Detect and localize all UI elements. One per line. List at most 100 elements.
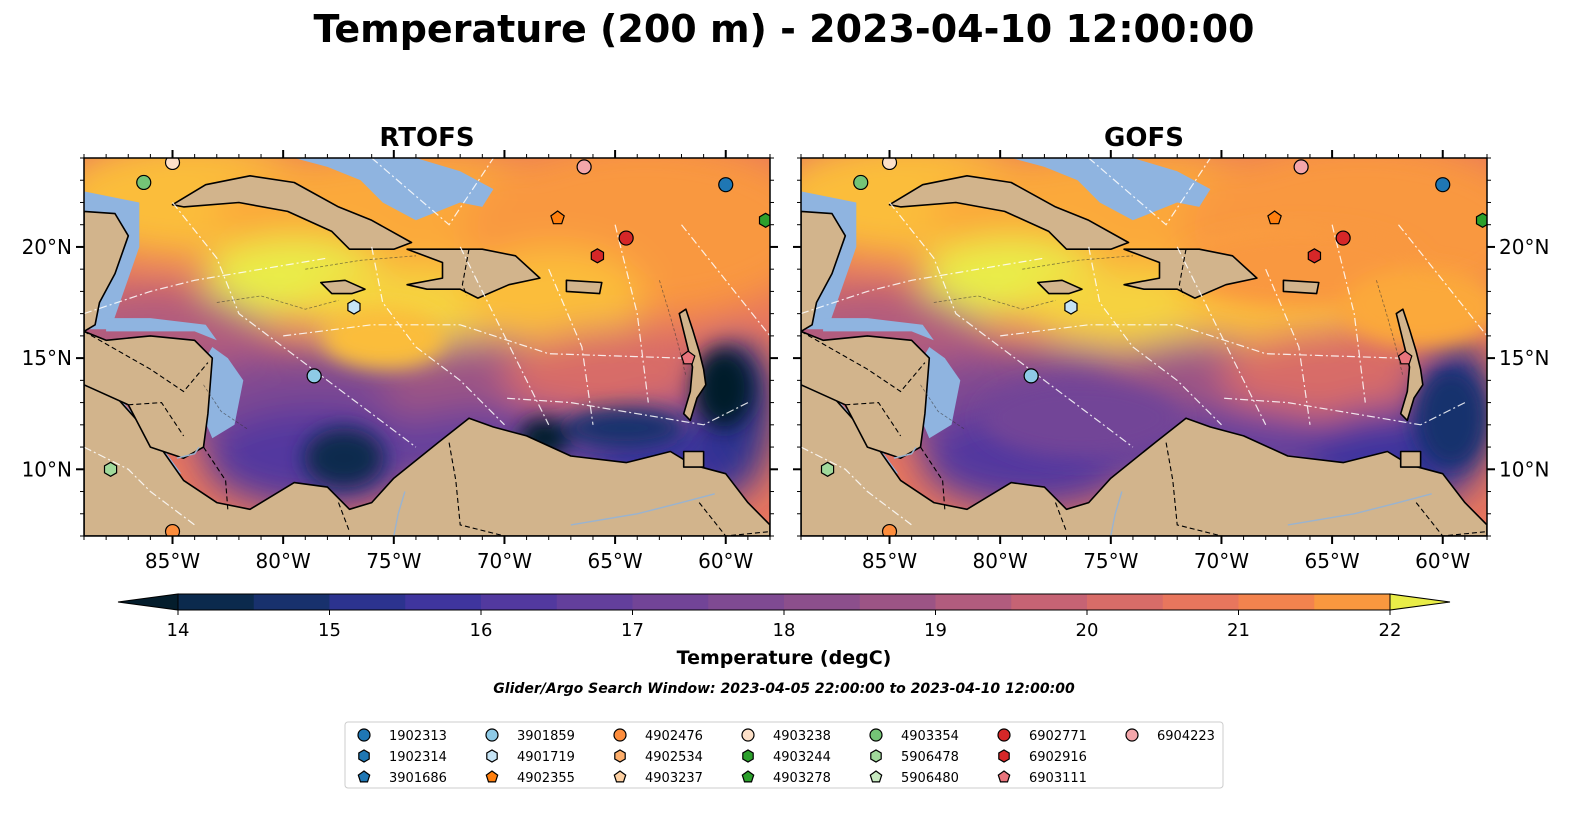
float-marker-6902771	[618, 230, 634, 246]
float-marker-5906478	[103, 461, 118, 477]
legend-label: 4903244	[773, 750, 831, 765]
lon-tick-label: 85°W	[145, 549, 200, 573]
circle-marker-icon	[869, 728, 883, 742]
float-marker-4901719	[347, 299, 361, 315]
colorbar-tick-label: 17	[621, 620, 644, 641]
map-panel-rtofs: 85°W 80°W 75°W 70°W 65°W 60°W 10°N 15°N 20°N RTOF…	[22, 123, 778, 573]
lat-tick-label: 15°N	[22, 346, 72, 370]
rivers	[893, 446, 1432, 536]
legend-item: 5906478	[870, 749, 959, 765]
colorbar-bin	[481, 594, 558, 610]
legend-item: 1902314	[358, 749, 447, 765]
hexagon-marker-icon	[486, 749, 498, 763]
colorbar-bin	[405, 594, 482, 610]
hexagon-marker-icon	[998, 749, 1010, 763]
float-marker-6902916	[1307, 248, 1322, 264]
colorbar-tick-label: 14	[167, 620, 190, 641]
colorbar-tick-label: 21	[1227, 620, 1250, 641]
float-marker-4903238	[881, 158, 898, 171]
pentagon-marker-icon	[997, 770, 1011, 783]
colorbar-bin	[329, 594, 406, 610]
lon-tick-label: 75°W	[366, 549, 421, 573]
legend-label: 4901719	[517, 750, 575, 765]
float-marker-6904223	[1293, 159, 1309, 175]
float-marker-6903111	[1397, 350, 1413, 365]
legend-label: 3901686	[389, 771, 447, 786]
colorbar-bin	[859, 594, 936, 610]
colorbar-extend-min	[117, 593, 179, 611]
float-marker-4903244	[1475, 212, 1487, 228]
lon-tick-label: 75°W	[1083, 549, 1138, 573]
float-marker-4902476	[164, 523, 181, 536]
country-borders	[84, 249, 770, 536]
legend-label: 6902771	[1029, 729, 1087, 744]
legend-label: 6903111	[1029, 771, 1087, 786]
hexagon-marker-icon	[742, 749, 754, 763]
float-marker-6902916	[590, 248, 605, 264]
circle-marker-icon	[997, 728, 1011, 742]
lon-tick-label: 80°W	[973, 549, 1028, 573]
circle-marker-icon	[613, 728, 627, 742]
float-marker-4902476	[881, 523, 898, 536]
eez-boundaries	[801, 158, 1487, 526]
legend-item: 4902355	[485, 770, 575, 786]
lon-tick-label: 70°W	[477, 549, 532, 573]
colorbar-tick-label: 15	[318, 620, 341, 641]
legend-item: 6903111	[997, 770, 1087, 786]
float-marker-4902355	[1267, 210, 1282, 225]
colorbar-bin	[1238, 594, 1315, 610]
pentagon-marker-icon	[357, 770, 371, 783]
legend-item: 1902313	[357, 728, 447, 744]
circle-marker-icon	[741, 728, 755, 742]
float-markers	[820, 158, 1487, 536]
legend-label: 4903238	[773, 729, 831, 744]
legend-label: 4903278	[773, 771, 831, 786]
colorbar-bin	[784, 594, 861, 610]
colorbar-bin	[708, 594, 785, 610]
lat-tick-label: 15°N	[1499, 346, 1549, 370]
legend-label: 4902534	[645, 750, 703, 765]
lon-tick-label: 70°W	[1194, 549, 1249, 573]
colorbar-label: Temperature (degC)	[677, 647, 892, 669]
float-marker-4901719	[1064, 299, 1078, 315]
lon-tick-label: 65°W	[1304, 549, 1359, 573]
legend-item: 4903238	[741, 728, 831, 744]
lon-tick-label: 60°W	[698, 549, 753, 573]
colorbar-bin	[1162, 594, 1239, 610]
legend-item: 3901859	[485, 728, 575, 744]
float-marker-3901859	[1023, 368, 1039, 384]
lon-tick-label: 85°W	[862, 549, 917, 573]
legend-label: 1902313	[389, 729, 447, 744]
circle-marker-icon	[485, 728, 499, 742]
lon-tick-label: 65°W	[587, 549, 642, 573]
float-marker-1902313	[1435, 177, 1451, 193]
pentagon-marker-icon	[741, 770, 755, 783]
colorbar-tick-label: 18	[773, 620, 796, 641]
colorbar-extend-max	[1389, 593, 1451, 611]
colorbar-tick-label: 16	[470, 620, 493, 641]
legend-item: 3901686	[357, 770, 447, 786]
legend-label: 5906478	[901, 750, 959, 765]
colorbar-bin	[1087, 594, 1164, 610]
float-marker-1902313	[718, 177, 734, 193]
country-borders	[801, 249, 1487, 536]
float-marker-4903238	[164, 158, 181, 171]
float-marker-6903111	[680, 350, 696, 365]
legend-item: 4903278	[741, 770, 831, 786]
hexagon-marker-icon	[870, 749, 882, 763]
legend-label: 5906480	[901, 771, 959, 786]
legend-item: 4903244	[742, 749, 831, 765]
lon-tick-label: 60°W	[1415, 549, 1470, 573]
lat-tick-label: 10°N	[22, 457, 72, 481]
legend-item: 6904223	[1125, 728, 1215, 744]
eez-boundaries	[84, 158, 770, 526]
colorbar-bin	[556, 594, 633, 610]
float-marker-4903354	[853, 174, 869, 191]
hexagon-marker-icon	[614, 749, 626, 763]
legend-item: 6902771	[997, 728, 1087, 744]
bathymetry-contours	[203, 255, 687, 430]
lat-tick-label: 20°N	[22, 235, 72, 259]
search-window-note: Glider/Argo Search Window: 2023-04-05 22…	[493, 681, 1075, 697]
legend-label: 4903237	[645, 771, 703, 786]
